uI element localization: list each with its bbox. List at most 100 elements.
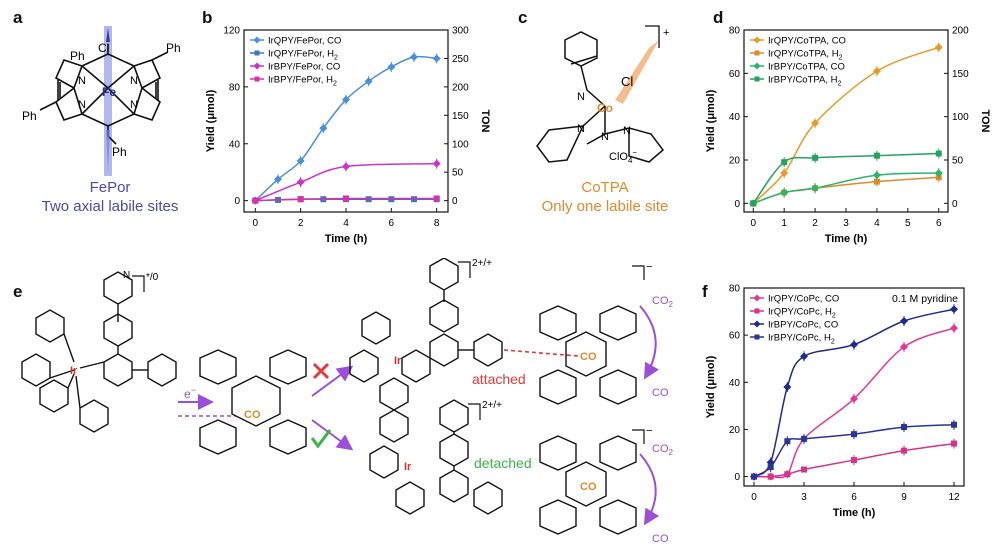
chart-f-ytick-label: 80 bbox=[729, 284, 741, 295]
chart-f-point bbox=[951, 440, 957, 447]
chart-f-point bbox=[751, 473, 757, 480]
chart-b-legend-marker bbox=[254, 50, 260, 56]
n-label-1: N bbox=[78, 75, 86, 87]
chart-b-point bbox=[342, 162, 350, 171]
chart-f-xtick-label: 9 bbox=[901, 492, 907, 503]
panel-d-letter: d bbox=[713, 8, 724, 27]
cotpa-n-1: N bbox=[577, 91, 585, 103]
chart-f-point bbox=[767, 473, 774, 480]
n-label-4: N bbox=[130, 99, 138, 111]
chart-d-legend-label: IrBPY/CoTPA, CO bbox=[768, 62, 845, 73]
chart-f-legend-marker bbox=[754, 334, 760, 340]
chart-d-legend-label: IrQPY/CoTPA, CO bbox=[768, 36, 846, 47]
chart-b-point bbox=[343, 195, 349, 202]
chart-b-point bbox=[432, 54, 441, 63]
chart-f-point bbox=[900, 342, 908, 351]
chart-b-y2tick-label: 0 bbox=[452, 196, 458, 207]
chart-b-point bbox=[410, 53, 418, 62]
mechanism-scheme: */0 Ir N e− CO Ir 2+/+ attached bbox=[21, 258, 674, 545]
chart-f-point bbox=[851, 431, 857, 438]
ir-label-top: Ir bbox=[394, 355, 402, 367]
chart-f-xtick-label: 0 bbox=[751, 492, 757, 503]
chart-f-point bbox=[783, 383, 792, 391]
chart-f-point bbox=[950, 324, 958, 333]
cl-label: Cl bbox=[98, 41, 109, 55]
chart-d-point bbox=[873, 152, 880, 159]
chart-d-xtick-label: 4 bbox=[874, 218, 880, 229]
co-product-bottom: CO bbox=[652, 533, 669, 545]
chart-f-ylabel: Yield (μmol) bbox=[705, 355, 717, 418]
chart-b-legend-marker bbox=[253, 62, 261, 70]
chart-f-legend-label: IrQPY/CoPc, H2 bbox=[768, 307, 836, 320]
copc-detached bbox=[539, 435, 637, 535]
n-label-e1: N bbox=[123, 270, 130, 281]
charge-bottom: 2+/+ bbox=[482, 400, 502, 411]
chart-d-y2tick-label: 150 bbox=[952, 69, 969, 80]
cross-mark bbox=[312, 362, 330, 380]
ph-label-2: Ph bbox=[166, 41, 181, 55]
cotpa-caption-line1: CoTPA bbox=[581, 179, 629, 196]
chart-b-ytick-label: 80 bbox=[229, 82, 241, 93]
chart-f-legend-marker bbox=[753, 294, 761, 302]
co-label-left: CO bbox=[244, 409, 261, 421]
ir-complex-attached bbox=[349, 258, 503, 411]
chart-b-point bbox=[342, 95, 350, 104]
chart-f-point bbox=[950, 305, 958, 314]
n-label-2: N bbox=[130, 75, 138, 87]
chart-d-point bbox=[934, 169, 943, 177]
chart-b-y2tick-label: 300 bbox=[452, 26, 469, 37]
chart-b-legend-marker bbox=[253, 36, 261, 44]
chart-d-series-line-0 bbox=[752, 46, 939, 204]
fepor-structure: Ph Cl Ph Ph Ph Fe N N N N bbox=[22, 26, 181, 176]
cotpa-cl-label: Cl bbox=[621, 74, 633, 89]
panel-c-letter: c bbox=[518, 8, 528, 27]
chart-d-point bbox=[750, 200, 757, 207]
chart-f-point bbox=[801, 466, 807, 473]
chart-b-ytick-label: 40 bbox=[229, 139, 241, 150]
cotpa-counterion: ClO4− bbox=[609, 148, 637, 165]
chart-f-xlabel: Time (h) bbox=[833, 507, 876, 519]
chart-d-y2tick-label: 200 bbox=[952, 26, 969, 37]
chart-b-point bbox=[388, 196, 395, 203]
ph-label-1: Ph bbox=[70, 49, 85, 63]
chart-b-legend-label: IrBPY/FePor, H2 bbox=[268, 75, 337, 88]
chart-b-point bbox=[433, 195, 440, 202]
chart-b-xtick-label: 4 bbox=[343, 218, 349, 229]
chart-f-point bbox=[800, 352, 808, 361]
chart-b-xtick-label: 2 bbox=[298, 218, 304, 229]
axial-site-bar bbox=[104, 26, 112, 176]
chart-b-y2tick-label: 50 bbox=[452, 168, 464, 179]
chart-d-legend-marker bbox=[753, 36, 761, 44]
co-label-top: CO bbox=[580, 351, 597, 363]
chart-b-y2tick-label: 150 bbox=[452, 111, 469, 122]
chart-f-ytick-label: 20 bbox=[729, 425, 741, 436]
cotpa-charge: + bbox=[663, 27, 669, 39]
chart-f-point bbox=[851, 457, 857, 464]
chart-f-ytick-label: 0 bbox=[734, 472, 740, 483]
panel-e-letter: e bbox=[13, 282, 23, 301]
chart-f-point bbox=[901, 447, 907, 454]
chart-d-point bbox=[781, 159, 788, 166]
ir-label-left: Ir bbox=[70, 365, 78, 377]
chart-f-point bbox=[901, 424, 907, 431]
chart-b-y2tick-label: 250 bbox=[452, 54, 469, 65]
chart-d-y2tick-label: 100 bbox=[952, 112, 969, 123]
charge-minus-top: − bbox=[646, 261, 652, 273]
chart-d-point bbox=[812, 154, 819, 161]
panel-b-letter: b bbox=[202, 8, 213, 27]
chart-f-point bbox=[767, 464, 774, 471]
chart-d-point bbox=[872, 171, 881, 180]
copc-attached bbox=[539, 305, 637, 405]
chart-f-ytick-label: 40 bbox=[729, 378, 741, 389]
chart-f-point bbox=[784, 438, 791, 445]
fe-label: Fe bbox=[102, 85, 116, 99]
chart-b-y2label: TON bbox=[479, 109, 491, 132]
cotpa-n-2: N bbox=[577, 123, 585, 135]
chart-b-point bbox=[296, 156, 305, 165]
chart-d-point bbox=[811, 184, 820, 193]
attached-label: attached bbox=[472, 371, 526, 387]
ph-label-4: Ph bbox=[112, 145, 127, 159]
panel-a-letter: a bbox=[13, 8, 23, 27]
chart-d-xtick-label: 2 bbox=[812, 218, 818, 229]
